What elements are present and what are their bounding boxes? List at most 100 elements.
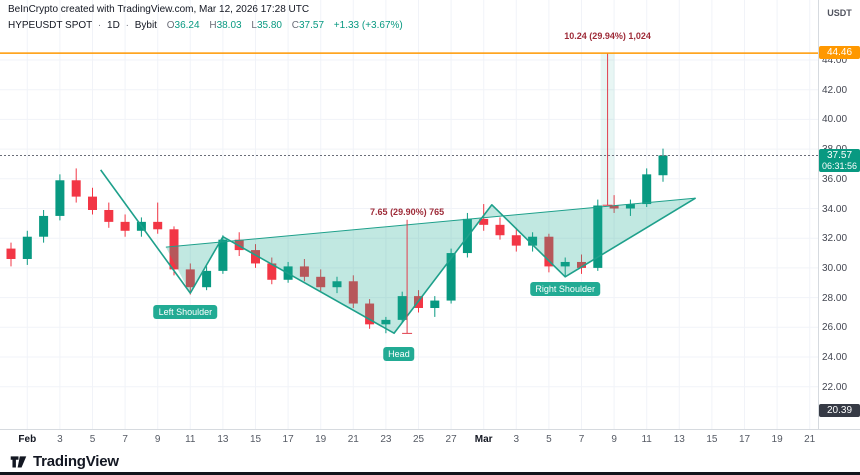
ohlc-open: O36.24 [166, 20, 200, 31]
time-tick-label: 7 [578, 434, 585, 445]
candle-body [658, 155, 668, 176]
footer-bar: TradingView [0, 450, 860, 472]
price-axis[interactable]: USDT 44.0042.0040.0038.0036.0034.0032.00… [819, 0, 860, 429]
price-tick-label: 44.00 [822, 55, 848, 66]
pattern-label-left-shoulder[interactable]: Left Shoulder [153, 305, 218, 320]
symbol-name[interactable]: HYPEUSDT SPOT [8, 20, 93, 31]
time-tick-label: 21 [347, 434, 359, 445]
neckline[interactable] [165, 197, 696, 248]
price-tick-label: 24.00 [822, 352, 848, 363]
candle-body [593, 205, 603, 268]
time-tick-label: 17 [282, 434, 294, 445]
candle-body [251, 250, 260, 264]
candle-body [218, 239, 228, 271]
candle-body [169, 229, 179, 270]
time-tick-label: 3 [513, 434, 520, 445]
candle-body [577, 261, 586, 268]
pattern-fill[interactable] [165, 198, 696, 334]
price-tick-label: 42.00 [822, 84, 848, 96]
countdown-timer: 06:31:56 [821, 161, 858, 172]
time-tick-label: 11 [641, 434, 652, 445]
time-tick-label: 9 [154, 434, 161, 445]
pattern-label-right-shoulder[interactable]: Right Shoulder [530, 281, 600, 296]
separator: · [125, 20, 129, 31]
candle-body [316, 276, 326, 288]
time-tick-label: 15 [249, 434, 262, 445]
time-tick-label: 23 [380, 434, 392, 445]
current-price-badge[interactable]: 37.57 06:31:56 [819, 149, 860, 173]
time-tick-label: 27 [445, 434, 457, 445]
time-tick-label: 7 [122, 434, 128, 445]
time-tick-label: 21 [804, 434, 816, 445]
price-tick-label: 36.00 [822, 173, 848, 185]
time-tick-label: Feb [18, 434, 37, 445]
candle-body [625, 204, 635, 209]
time-tick-label: 5 [546, 434, 552, 445]
time-tick-label: 17 [738, 434, 751, 445]
candle-body [332, 281, 342, 288]
candle-body [560, 261, 570, 267]
time-axis[interactable]: Feb 3 5 7 9 11 13 15 17 19 21 23 25 27 Mar 3 5 7 9 11 13 15 17… [0, 429, 860, 451]
candle-body [202, 270, 212, 288]
ohlc-close: C37.57 [291, 20, 325, 31]
pattern-label-head[interactable]: Head [383, 347, 415, 362]
candle-body [104, 209, 114, 222]
candle-body [430, 300, 440, 308]
candle-body [153, 221, 163, 230]
tradingview-logo-icon[interactable] [9, 452, 28, 471]
change-value: +1.33 (+3.67%) [333, 20, 403, 31]
candle-body [609, 205, 619, 209]
candle-body [299, 266, 309, 277]
candle-body [642, 174, 652, 205]
candle-body [495, 224, 505, 236]
currency-label: USDT [827, 8, 852, 18]
candle-body [39, 215, 49, 237]
time-tick-label: 25 [412, 434, 425, 445]
pattern-line[interactable] [100, 169, 697, 335]
interval-label[interactable]: 1D [107, 20, 120, 31]
candle-body [55, 180, 65, 216]
price-tick-label: 30.00 [822, 262, 848, 274]
symbol-info-row[interactable]: HYPEUSDT SPOT · 1D · Bybit O36.24 H38.03… [8, 20, 403, 31]
candle-body [381, 319, 391, 325]
chart-plot-area[interactable]: 7.65 (29.90%) 765 10.24 (29.94%) 1,024 Lef… [0, 0, 818, 429]
candle-body [22, 236, 32, 259]
candle-body [446, 253, 456, 301]
candle-body [348, 281, 358, 304]
time-tick-label: 11 [185, 434, 196, 445]
ohlc-high: H38.03 [209, 20, 242, 31]
measure-label: 7.65 (29.90%) 765 [370, 206, 445, 217]
candle-body [234, 239, 244, 251]
candle-body [88, 196, 97, 210]
price-tick-label: 40.00 [822, 114, 848, 126]
ohlc-low: L35.80 [251, 20, 282, 31]
tradingview-wordmark[interactable]: TradingView [33, 452, 119, 470]
candle-body [6, 248, 16, 259]
candle-body [267, 263, 277, 280]
exchange-label: Bybit [134, 20, 157, 31]
time-tick-label: 19 [315, 434, 327, 445]
candle-body [544, 236, 554, 267]
candlestick-chart[interactable] [0, 0, 818, 429]
price-tick-label: 26.00 [822, 322, 848, 334]
time-tick-label: 13 [217, 434, 229, 445]
candle-body [185, 269, 195, 288]
time-tick-label: Mar [474, 434, 493, 445]
time-tick-label: 15 [706, 434, 718, 445]
candle-body [365, 303, 375, 325]
time-tick-label: 3 [57, 434, 63, 445]
separator: · [97, 20, 102, 31]
low-price-badge[interactable]: 20.39 [819, 403, 860, 417]
axis-separator [818, 0, 819, 429]
time-tick-label: 13 [673, 434, 685, 445]
price-tick-label: 34.00 [822, 203, 848, 215]
price-tick-label: 22.00 [822, 381, 848, 393]
candle-body [71, 180, 81, 197]
candle-body [120, 221, 130, 231]
target-price-badge[interactable]: 44.46 [819, 46, 860, 60]
candle-body [479, 218, 489, 225]
price-tick-label: 32.00 [822, 233, 848, 245]
measure-label: 10.24 (29.94%) 1,024 [564, 31, 651, 42]
time-tick-label: 5 [89, 434, 96, 445]
